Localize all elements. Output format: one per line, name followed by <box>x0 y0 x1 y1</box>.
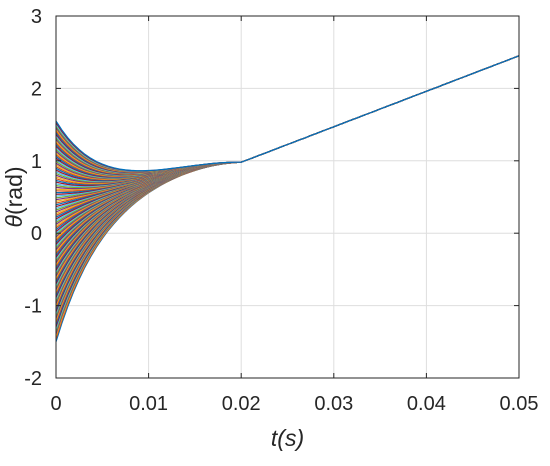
trajectory-line <box>55 55 520 256</box>
trajectory-line <box>55 55 520 254</box>
trajectory-line <box>55 55 520 178</box>
trajectory-line <box>55 55 520 172</box>
trajectory-line <box>55 55 520 245</box>
x-tick-labels: 0 0.01 0.02 0.03 0.04 0.05 <box>50 393 538 415</box>
trajectory-line <box>55 55 520 175</box>
trajectory-line <box>55 55 520 178</box>
y-tick-label: -1 <box>24 296 42 318</box>
trajectory-line <box>55 55 520 174</box>
x-tick-label: 0.01 <box>129 393 168 415</box>
trajectory-line <box>55 55 520 174</box>
tick-marks <box>55 15 520 379</box>
trajectory-line <box>55 55 520 182</box>
trajectory-line <box>55 55 520 247</box>
series-group <box>55 55 520 342</box>
trajectory-line <box>55 55 520 173</box>
trajectory-line <box>55 55 520 189</box>
trajectory-line <box>55 55 520 251</box>
trajectory-line <box>55 55 520 281</box>
trajectory-line <box>55 55 520 184</box>
trajectory-line <box>55 55 520 176</box>
trajectory-line <box>55 55 520 262</box>
x-tick-label: 0.05 <box>500 393 539 415</box>
trajectory-line <box>55 55 520 179</box>
y-tick-label: 1 <box>31 151 42 173</box>
trajectory-line <box>55 55 520 182</box>
grid-lines <box>56 16 519 378</box>
trajectory-line <box>55 55 520 258</box>
x-axis-label: t(s) <box>271 425 304 451</box>
trajectory-line <box>55 55 520 249</box>
trajectory-line <box>55 55 520 185</box>
x-tick-label: 0.02 <box>222 393 261 415</box>
plot-frame <box>55 15 520 379</box>
y-axis-label-symbol: θ <box>1 215 27 228</box>
y-tick-label: 2 <box>31 78 42 100</box>
trajectory-line <box>55 55 520 211</box>
trajectory-line <box>55 55 520 187</box>
trajectory-line <box>55 55 520 174</box>
trajectory-line <box>55 55 520 176</box>
trajectory-line <box>55 55 520 188</box>
trajectory-line <box>55 55 520 264</box>
trajectory-line <box>55 55 520 242</box>
trajectory-line <box>55 55 520 173</box>
trajectory-line <box>55 55 520 180</box>
x-tick-label: 0 <box>50 393 61 415</box>
trajectory-line <box>55 55 520 173</box>
trajectory-line <box>55 55 520 181</box>
trajectory-line <box>55 55 520 186</box>
y-tick-labels: -2 -1 0 1 2 3 <box>24 6 42 390</box>
y-tick-label: -2 <box>24 368 42 390</box>
trajectory-line <box>55 55 520 175</box>
trajectory-line <box>55 55 520 172</box>
trajectory-line <box>55 55 520 176</box>
trajectory-line <box>55 55 520 177</box>
trajectory-line <box>55 55 520 174</box>
trajectory-line <box>55 55 520 190</box>
y-tick-label: 0 <box>31 223 42 245</box>
y-axis-label-unit: (rad) <box>1 166 27 215</box>
trajectory-line <box>55 55 520 279</box>
trajectory-line <box>55 55 520 183</box>
trajectory-line <box>55 55 520 173</box>
trajectory-line <box>55 55 520 243</box>
trajectory-line <box>55 55 520 269</box>
trajectory-line <box>55 55 520 177</box>
trajectory-line <box>55 55 520 252</box>
trajectory-line <box>55 55 520 184</box>
trajectory-line <box>55 55 520 175</box>
trajectory-line <box>55 55 520 173</box>
trajectory-line <box>55 55 520 177</box>
trajectory-line <box>55 55 520 179</box>
x-tick-label: 0.03 <box>314 393 353 415</box>
x-tick-label: 0.04 <box>407 393 446 415</box>
trajectory-line <box>55 55 520 172</box>
y-axis-label: θ(rad) <box>1 166 27 227</box>
trajectory-line <box>55 55 520 260</box>
y-tick-label: 3 <box>31 6 42 28</box>
trajectory-line <box>55 55 520 283</box>
